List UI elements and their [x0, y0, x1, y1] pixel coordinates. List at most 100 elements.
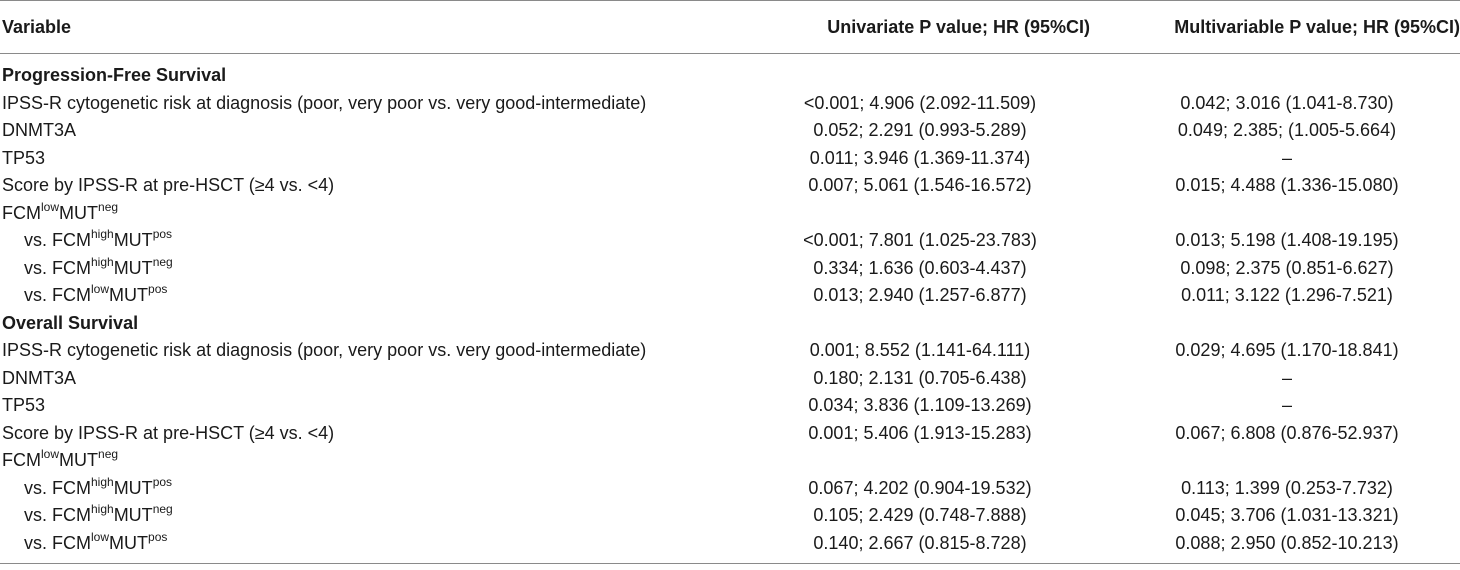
univariate-value: 0.334; 1.636 (0.603-4.437) — [813, 257, 1027, 278]
univariate-value: 0.180; 2.131 (0.705-6.438) — [813, 367, 1027, 388]
comparison-prefix: vs. FCM — [24, 285, 91, 305]
header-rule — [0, 53, 1460, 54]
univariate-value: 0.140; 2.667 (0.815-8.728) — [813, 532, 1027, 553]
mut-base: MUT — [59, 450, 99, 470]
top-rule — [0, 0, 1460, 1]
variable-label: DNMT3A — [2, 367, 77, 388]
section-header-pfs: Progression-Free Survival — [0, 62, 1460, 90]
multivariable-value: 0.029; 4.695 (1.170-18.841) — [1175, 340, 1399, 360]
univariate-value: 0.001; 8.552 (1.141-64.111) — [809, 340, 1031, 360]
mut-base: MUT — [109, 532, 149, 553]
mut-superscript: neg — [152, 502, 173, 516]
variable-label: Score by IPSS-R at pre-HSCT (≥4 vs. <4) — [2, 422, 335, 443]
bottom-rule — [0, 563, 1460, 564]
table-row: vs. FCMhighMUTpos <0.001; 7.801 (1.025-2… — [0, 227, 1460, 255]
table-row: Score by IPSS-R at pre-HSCT (≥4 vs. <4) … — [0, 420, 1460, 448]
comparison-prefix: vs. FCM — [24, 505, 91, 525]
mut-superscript: neg — [98, 199, 119, 214]
fcm-superscript: low — [91, 529, 110, 544]
multivariable-value: 0.011; 3.122 (1.296-7.521) — [1181, 285, 1393, 305]
variable-label: TP53 — [2, 147, 46, 168]
comparison-prefix: vs. FCM — [24, 477, 91, 498]
univariate-value: 0.013; 2.940 (1.257-6.877) — [813, 285, 1027, 305]
mut-base: MUT — [113, 505, 153, 525]
variable-label: vs. FCMhighMUTneg — [24, 502, 173, 530]
table-row: vs. FCMhighMUTneg 0.105; 2.429 (0.748-7.… — [0, 502, 1460, 530]
mut-superscript: neg — [152, 254, 173, 269]
multivariable-value: – — [1281, 147, 1292, 168]
variable-label: DNMT3A — [2, 120, 77, 140]
table-row-fcm-reference: FCMlowMUTneg — [0, 447, 1460, 475]
section-title: Progression-Free Survival — [2, 65, 227, 85]
multivariable-value: 0.013; 5.198 (1.408-19.195) — [1175, 230, 1399, 250]
variable-label: FCMlowMUTneg — [2, 447, 118, 475]
table-row: vs. FCMlowMUTpos 0.013; 2.940 (1.257-6.8… — [0, 282, 1460, 310]
fcm-base: FCM — [2, 202, 41, 223]
multivariable-value: 0.067; 6.808 (0.876-52.937) — [1175, 422, 1399, 443]
table-row: Score by IPSS-R at pre-HSCT (≥4 vs. <4) … — [0, 172, 1460, 200]
univariate-value: 0.105; 2.429 (0.748-7.888) — [813, 505, 1027, 525]
variable-label: IPSS-R cytogenetic risk at diagnosis (po… — [2, 92, 647, 113]
table-row: vs. FCMhighMUTpos 0.067; 4.202 (0.904-19… — [0, 475, 1460, 503]
table-row: DNMT3A 0.052; 2.291 (0.993-5.289) 0.049;… — [0, 117, 1460, 145]
fcm-base: FCM — [2, 450, 41, 470]
mut-base: MUT — [113, 477, 153, 498]
multivariable-value: 0.113; 1.399 (0.253-7.732) — [1181, 477, 1393, 498]
multivariable-value: 0.045; 3.706 (1.031-13.321) — [1175, 505, 1399, 525]
table-row: vs. FCMlowMUTpos 0.140; 2.667 (0.815-8.7… — [0, 530, 1460, 558]
variable-label: TP53 — [2, 395, 46, 415]
variable-label: FCMlowMUTneg — [2, 200, 118, 228]
mut-base: MUT — [59, 202, 99, 223]
variable-label: Score by IPSS-R at pre-HSCT (≥4 vs. <4) — [2, 175, 335, 195]
multivariable-value: 0.088; 2.950 (0.852-10.213) — [1175, 532, 1399, 553]
header-variable: Variable — [2, 17, 72, 37]
fcm-superscript: high — [91, 254, 114, 269]
variable-label: vs. FCMhighMUTneg — [24, 255, 173, 283]
mut-superscript: pos — [148, 529, 168, 544]
univariate-value: 0.007; 5.061 (1.546-16.572) — [808, 175, 1032, 195]
fcm-superscript: high — [91, 227, 114, 241]
table-row: TP53 0.034; 3.836 (1.109-13.269) – — [0, 392, 1460, 420]
univariate-value: 0.001; 5.406 (1.913-15.283) — [808, 422, 1032, 443]
variable-label: vs. FCMlowMUTpos — [24, 282, 167, 310]
fcm-superscript: high — [91, 474, 114, 489]
univariate-value: 0.052; 2.291 (0.993-5.289) — [813, 120, 1027, 140]
variable-label: vs. FCMlowMUTpos — [24, 530, 167, 558]
section-title: Overall Survival — [2, 312, 139, 333]
comparison-prefix: vs. FCM — [24, 257, 91, 278]
header-univariate: Univariate P value; HR (95%CI) — [827, 17, 1090, 37]
table-row: vs. FCMhighMUTneg 0.334; 1.636 (0.603-4.… — [0, 255, 1460, 283]
univariate-value: 0.067; 4.202 (0.904-19.532) — [808, 477, 1032, 498]
header-row: Variable Univariate P value; HR (95%CI) … — [0, 1, 1460, 53]
multivariable-value: 0.042; 3.016 (1.041-8.730) — [1180, 92, 1394, 113]
univariate-value: <0.001; 7.801 (1.025-23.783) — [803, 230, 1037, 250]
mut-superscript: pos — [148, 282, 168, 296]
table-row: TP53 0.011; 3.946 (1.369-11.374) – — [0, 145, 1460, 173]
multivariable-value: – — [1281, 367, 1292, 388]
variable-label: IPSS-R cytogenetic risk at diagnosis (po… — [2, 340, 647, 360]
variable-label: vs. FCMhighMUTpos — [24, 475, 172, 503]
multivariable-value: 0.015; 4.488 (1.336-15.080) — [1175, 175, 1399, 195]
fcm-superscript: high — [91, 502, 114, 516]
table-row: IPSS-R cytogenetic risk at diagnosis (po… — [0, 337, 1460, 365]
mut-superscript: pos — [152, 474, 173, 489]
mut-base: MUT — [113, 230, 153, 250]
mut-base: MUT — [109, 285, 149, 305]
mut-superscript: pos — [152, 227, 173, 241]
table-row: IPSS-R cytogenetic risk at diagnosis (po… — [0, 90, 1460, 118]
comparison-prefix: vs. FCM — [24, 532, 91, 553]
multivariable-value: 0.098; 2.375 (0.851-6.627) — [1180, 257, 1394, 278]
multivariable-value: – — [1281, 395, 1292, 415]
univariate-value: <0.001; 4.906 (2.092-11.509) — [803, 92, 1037, 113]
variable-label: vs. FCMhighMUTpos — [24, 227, 172, 255]
fcm-superscript: low — [41, 199, 60, 214]
table-row: DNMT3A 0.180; 2.131 (0.705-6.438) – — [0, 365, 1460, 393]
table-row-fcm-reference: FCMlowMUTneg — [0, 200, 1460, 228]
mut-superscript: neg — [98, 447, 119, 461]
univariate-value: 0.011; 3.946 (1.369-11.374) — [809, 147, 1031, 168]
fcm-superscript: low — [91, 282, 110, 296]
header-multivariable: Multivariable P value; HR (95%CI) — [1174, 17, 1460, 37]
section-header-os: Overall Survival — [0, 310, 1460, 338]
mut-base: MUT — [113, 257, 153, 278]
